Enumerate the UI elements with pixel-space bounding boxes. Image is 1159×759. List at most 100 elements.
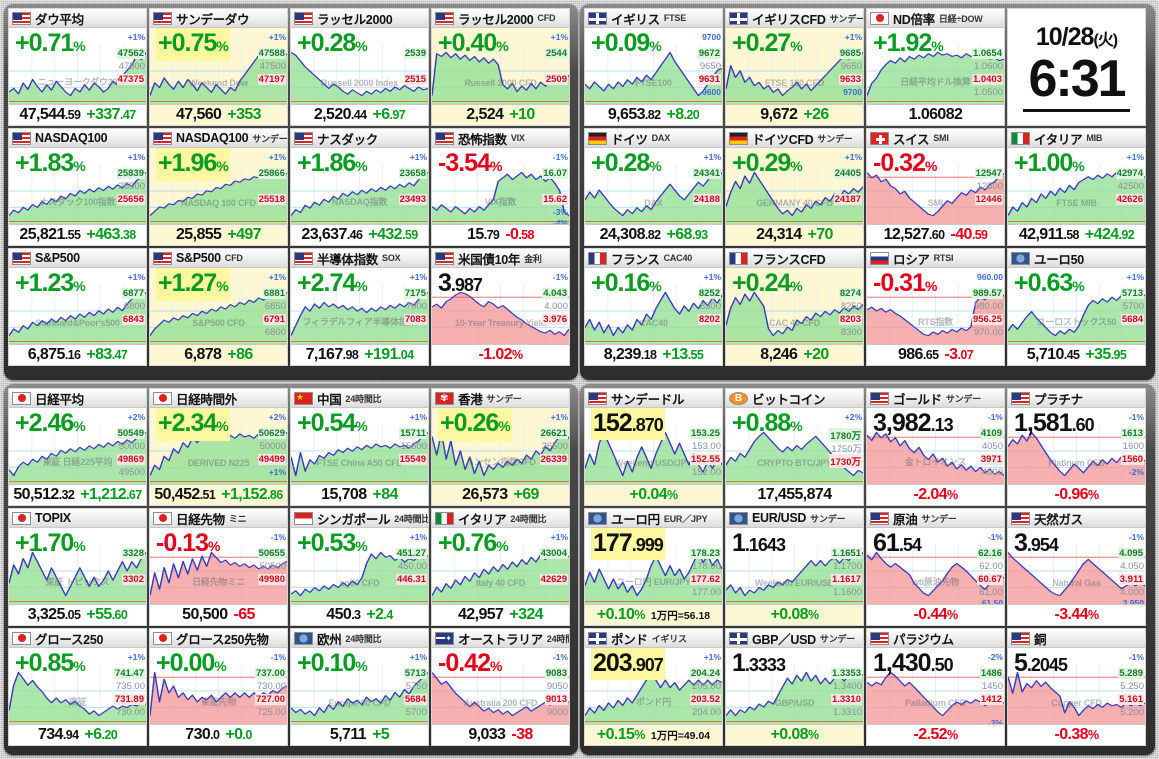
market-tile-ftse-cfd[interactable]: イギリスCFD サンデー +0.27% FTSE 100 CFD +1% 9685… [725,8,864,126]
market-tile-singapore[interactable]: シンガポール 24時間比 +0.53% sg50 CFD +1% 451.27 45… [290,508,429,626]
axis-low: 1.0403 [971,74,1003,85]
market-tile-eurusd[interactable]: EUR/USD サンデー 1.1643 Weekend EUR/USD 1.16… [725,508,864,626]
market-tile-natural-gas[interactable]: 天然ガス 3.954 Natural Gas -1% 4.095 4.050 3.91… [1007,508,1146,626]
tile-headline-value: -0.42% [438,648,502,681]
market-tile-crude-oil[interactable]: 原油 サンデー 61.54 wti原油先物 -1% 62.16 62.00 60.67… [866,508,1005,626]
axis-mid: 980.00 [973,301,1003,312]
axis-high: 989.57 [971,288,1003,299]
market-tile-dax[interactable]: ドイツ DAX +0.28% DAX +1% 24341 24188 24,308.… [584,128,723,246]
tile-header: シンガポール 24時間比 [291,509,428,528]
tile-chart-area: +0.40% Russell 2000 CFD +1% 2544 2509 [432,28,569,104]
tile-header: サンデーダウ [150,9,287,28]
market-tile-rtsi[interactable]: ロシア RTSI -0.31% RTS指数 960.00 989.57 980.00… [866,248,1005,366]
market-tile-topix[interactable]: TOPIX +1.70% 東証 トピックス 3328 3302 3,325.05 +… [8,508,147,626]
axis-high: 7175 [403,288,427,299]
market-tile-china[interactable]: 中国 24時間比 +0.54% FTSE China A50 CFD +1% 15… [290,388,429,506]
chart-watermark: ユーロ円 EUR/JPY [616,577,691,587]
market-tile-us10y[interactable]: 米国債10年 金利 3.987 10-Year Treasury Yield -… [431,248,570,366]
chart-watermark: RTS指数 [917,317,953,327]
market-tile-nasdaq[interactable]: ナスダック +1.86% NASDAQ指数 +1% 23658 23493 23,6… [290,128,429,246]
footer-change: +432.59 [368,226,418,243]
tile-subtitle: 24時間比 [546,633,569,644]
market-tile-cac40-cfd[interactable]: フランスCFD +0.24% CAC 40 CFD 8274 8250 8203 83… [725,248,864,366]
market-tile-europe-24h[interactable]: 欧州 24時間比 +0.10% Europe 50 CFD +1% 5713 575… [290,628,429,746]
market-tile-nasdaq100-sunday[interactable]: NASDAQ100 サンデー +1.96% NASDAQ 100 CFD +1%… [149,128,288,246]
percent-sign: % [216,158,228,174]
market-tile-growth250[interactable]: グロース250 +0.85% 東証 +1% 741.47 735.00 731.89 7… [8,628,147,746]
footer-change: +13.55 [662,346,704,363]
tile-footer: 25,855 +497 [150,224,287,245]
market-tile-smi[interactable]: スイス SMI -0.32% SMI 12547 12500 12446 12,52… [866,128,1005,246]
market-tile-sunday-dollar[interactable]: サンデードル 152.870 Weekend USD/JPY 153.25 153… [584,388,723,506]
sparkline-chart [291,284,428,344]
axis-mid: 730.00 [256,681,286,692]
flag-fr-icon [588,251,607,265]
market-tile-platinum[interactable]: プラチナ 1,581.60 Platinum CFD -1% 1613 1600 15… [1007,388,1146,506]
market-tile-copper[interactable]: 銅 5.2045 Copper CFD -1% 5.289 5.250 5.161 5.… [1007,628,1146,746]
market-tile-australia-24h[interactable]: オーストラリア 24時間比 -0.42% Australia 200 CFD -… [431,628,570,746]
flag-us-icon [12,131,31,145]
footer-last: 986.65 [897,346,939,363]
market-tile-sox[interactable]: 半導体指数 SOX +2.74% フィラデルフィア半導体指数 +1% 7175 70… [290,248,429,366]
change-percent-value: +0.28 [297,29,356,57]
market-tile-hongkong[interactable]: 香港 サンデー +0.26% ハンセン指数CFD +1% 26621 26500 26… [431,388,570,506]
tile-chart-area: 3,982.13 金トロイオンス -1% 4109 4050 3971 4000 [867,408,1004,484]
axis-mid: 50000 [118,441,145,452]
market-tile-nikkei-after-hours[interactable]: 日経時間外 +2.34% DERIVED N225 +2% 50629 50000 4… [149,388,288,506]
tile-chart-area: +0.27% FTSE 100 CFD +1% 9685 9650 9633 9700 [726,28,863,104]
axis-low: 3.976 [542,314,568,325]
market-tile-russell2000-cfd[interactable]: ラッセル2000 CFD +0.40% Russell 2000 CFD +1%… [431,8,570,126]
axis-pct-top: -1% [552,152,568,162]
market-tile-bitcoin[interactable]: ビットコイン +0.88% CRYPTO BTC/JPY +2% 1780万 175… [725,388,864,506]
market-tile-russell2000[interactable]: ラッセル2000 +0.28% Russell 2000 Index 2539 2… [290,8,429,126]
market-tile-dax-cfd[interactable]: ドイツCFD サンデー +0.29% GERMANY 40 CFD +1% 244… [725,128,864,246]
sparkline-chart [9,284,146,344]
axis-low: 446.31 [395,574,427,585]
tile-title: グロース250先物 [176,632,269,647]
chart-watermark: CRYPTO BTC/JPY [757,458,832,468]
market-tile-cac40[interactable]: フランス CAC40 +0.16% CAC40 +1% 8252 8300 8202 … [584,248,723,366]
market-tile-italy-24h[interactable]: イタリア 24時間比 +0.76% Italy 40 CFD +1% 43004 4… [431,508,570,626]
footer-percent: +0.15% [596,726,646,743]
tile-header: スイス SMI [867,129,1004,148]
axis-pct2: -3% [552,207,568,217]
market-tile-ftse[interactable]: イギリス FTSE +0.09% FTSE100 9700 9672 9650 963… [584,8,723,126]
clock-day-of-week: (火) [1093,31,1118,49]
change-percent-value: +0.71 [15,29,74,57]
tile-subtitle: 金利 [524,253,542,264]
footer-change: +8.20 [666,106,700,123]
tile-title: サンデーダウ [176,12,250,27]
market-tile-gold[interactable]: ゴールド サンデー 3,982.13 金トロイオンス -1% 4109 4050 39… [866,388,1005,506]
market-tile-vix[interactable]: 恐怖指数 VIX -3.54% VIX指数 -1% 16.07 15.62 -3% -4… [431,128,570,246]
market-tile-mib[interactable]: イタリア MIB +1.00% FTSE MIB +1% 42974 42500 42… [1007,128,1146,246]
market-tile-nikkei[interactable]: 日経平均 +2.46% 東証 日経225平均 +2% 50549 50000 4986… [8,388,147,506]
market-tile-dow[interactable]: ダウ平均 +0.71% ニューヨークダウ30 +1% 47562 47500 4737… [8,8,147,126]
sparkline-chart [1008,424,1145,484]
market-tile-gbpjpy[interactable]: ポンド イギリス 203.907 ポンド円 +1% 204.24 205.00 203… [584,628,723,746]
market-tile-sp500-cfd[interactable]: S&P500 CFD +1.27% S&P500 CFD +1% 6881 6850… [149,248,288,366]
tile-footer: 50,500 -65 [150,604,287,625]
footer-last: 50,500 [182,606,228,623]
market-tile-sp500[interactable]: S&P500 +1.23% Standard&Poor's500 +1% 6877… [8,248,147,366]
tile-header: 中国 24時間比 [291,389,428,408]
market-tile-euro50[interactable]: ユーロ50 +0.63% ユーロストックス50 +1% 5713 5700 5684 … [1007,248,1146,366]
market-tile-gbpusd[interactable]: GBP／USD サンデー 1.3333 GBP/USD 1.3353 1.3400… [725,628,864,746]
axis-high: 8252 [697,288,721,299]
market-tile-palladium[interactable]: パラジウム 1,430.50 Palladium CFD -2% 1486 1450… [866,628,1005,746]
market-tile-nikkei-futures-mini[interactable]: 日経先物 ミニ -0.13% 日経先物ミニ -1% 50655 50500 49980… [149,508,288,626]
tile-header: EUR/USD サンデー [726,509,863,528]
tile-header: ND倍率 日経÷DOW [867,9,1004,28]
market-tile-sunday-dow[interactable]: サンデーダウ +0.75% Weekend Dow +1% 47588 47500 4… [149,8,288,126]
market-tile-eurjpy[interactable]: ユーロ円 EUR／JPY 177.999 ユーロ円 EUR/JPY 178.23… [584,508,723,626]
axis-mid2: 5.200 [1120,707,1144,718]
tile-headline-value: +0.10% [297,648,368,681]
tile-title: ロシア [893,252,930,267]
market-tile-nd-ratio[interactable]: ND倍率 日経÷DOW +1.92% 日経平均ドル換算 1.0654 1.0600… [866,8,1005,126]
clock-tile: 10/28(火) 6:31 [1007,8,1146,126]
axis-mid2: 177.00 [691,587,721,598]
tile-chart-area: 1,581.60 Platinum CFD -1% 1613 1600 1560 -2% [1008,408,1145,484]
tile-subtitle: サンデー [921,513,957,524]
market-tile-nasdaq100[interactable]: NASDAQ100 +1.83% ナスダック100指数 +1% 25839 2550… [8,128,147,246]
market-tile-growth250-futures[interactable]: グロース250先物 +0.00% 東証先物 -1% 737.00 730.00 727… [149,628,288,746]
axis-high: 737.00 [254,668,286,679]
